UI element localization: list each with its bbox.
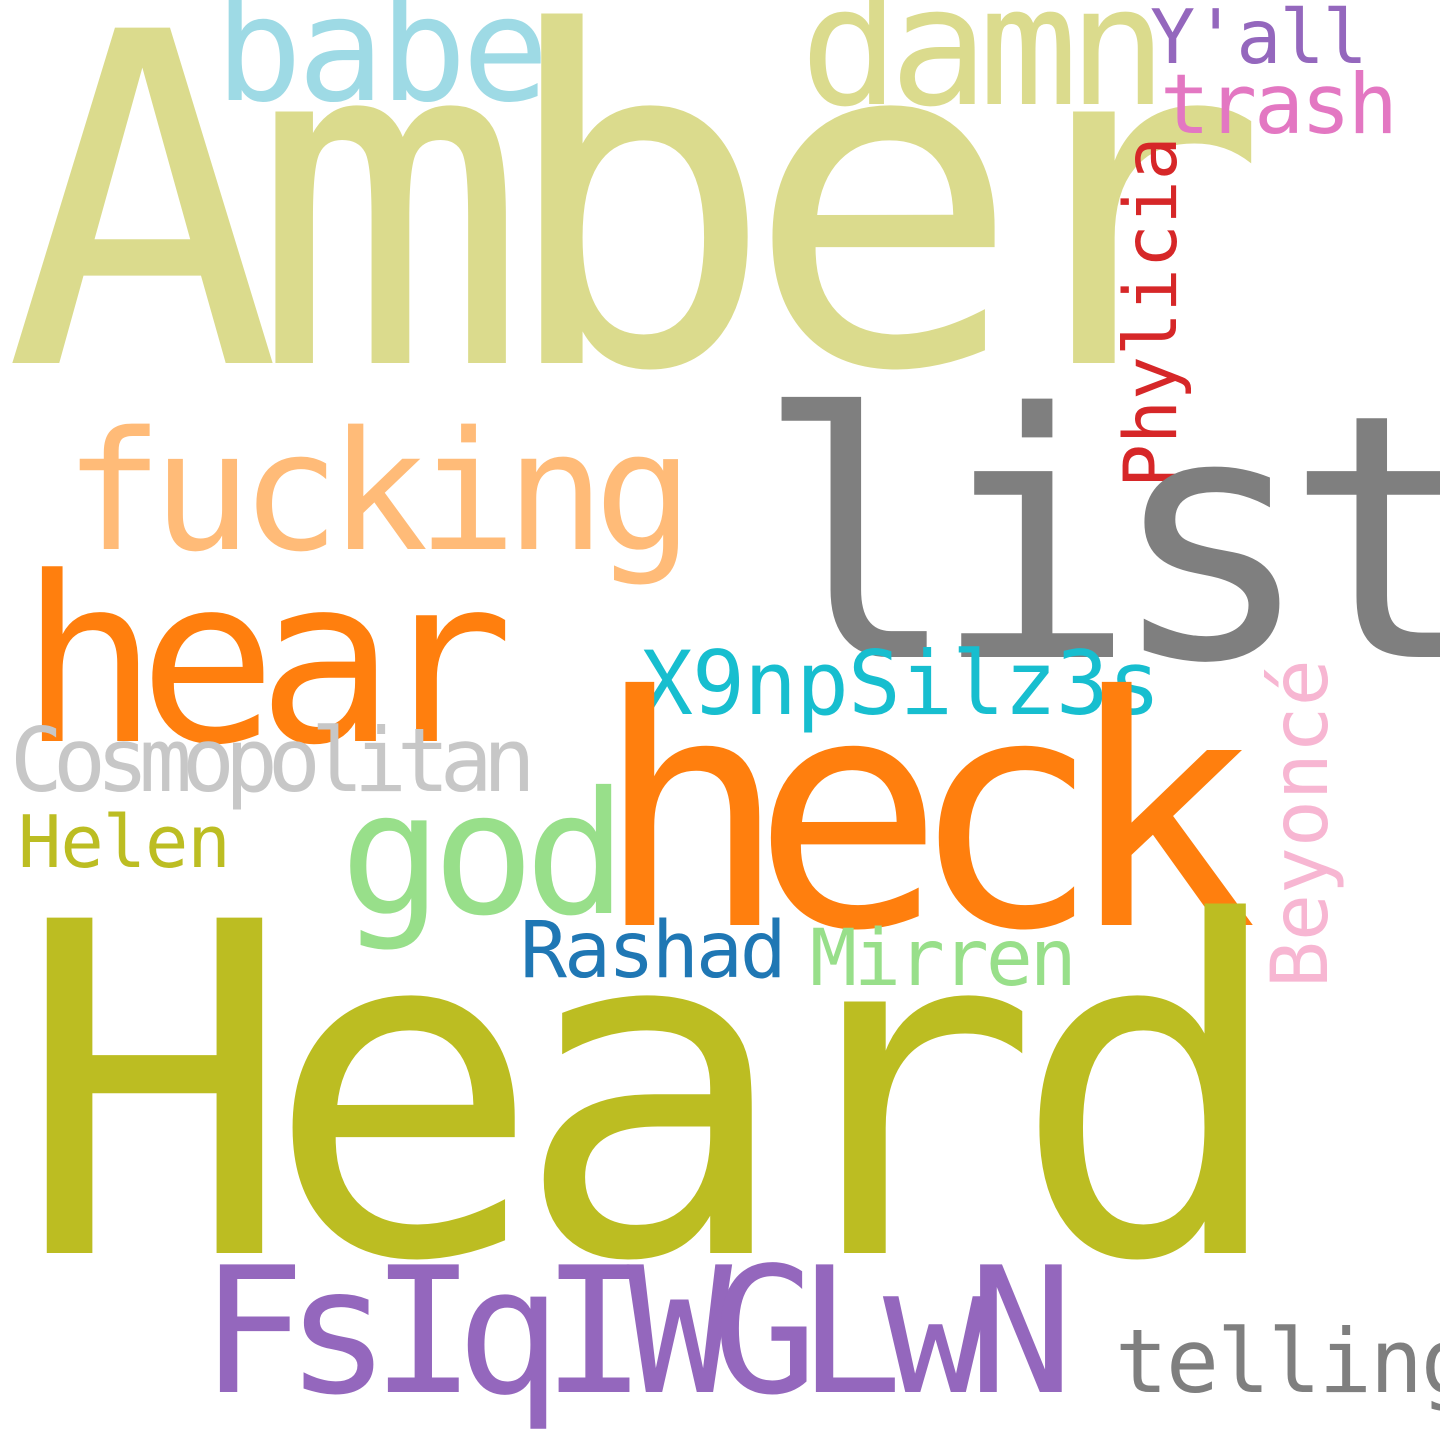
word-mirren: Mirren (810, 914, 1077, 1004)
word-x9np: X9npSilz3s (640, 632, 1161, 735)
word-hear: hear (20, 529, 514, 796)
word-babe: babe (215, 0, 549, 135)
word-amber: Amber (4, 0, 1269, 472)
word-helen: Helen (18, 800, 231, 884)
word-fsiq: FsIqIWGLwN (200, 1231, 1074, 1434)
word-yall: Y'all (1150, 0, 1368, 81)
word-heard: Heard (16, 827, 1289, 1362)
word-beyonce: Beyoncé (1256, 659, 1346, 988)
word-god: god (340, 756, 627, 954)
word-damn: damn (800, 0, 1167, 143)
word-list: list (755, 342, 1440, 738)
word-telling: telling (1115, 1310, 1440, 1413)
word-heck: heck (595, 629, 1258, 1001)
word-trash: trash (1160, 56, 1398, 153)
word-fucking: fucking (64, 396, 693, 588)
word-rashad: Rashad (520, 906, 787, 996)
word-cosmopolitan: Cosmopolitan (10, 709, 536, 812)
